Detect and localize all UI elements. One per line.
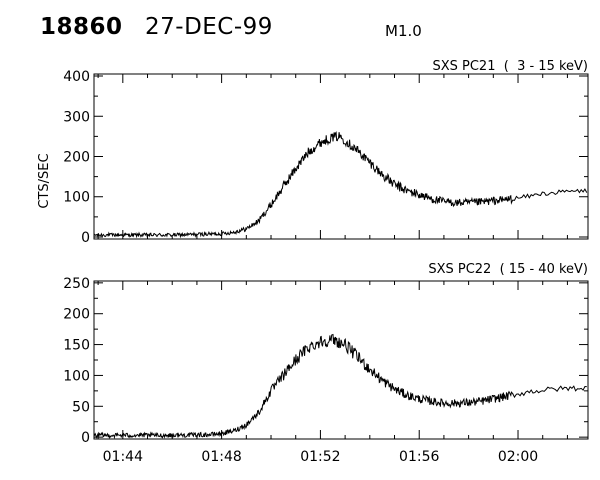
event-date: 27-DEC-99 xyxy=(145,14,273,40)
y-tick-label: 0 xyxy=(81,430,90,446)
y-tick-label: 400 xyxy=(63,69,90,85)
x-tick-label: 01:48 xyxy=(201,449,241,465)
y-tick-label: 50 xyxy=(72,399,90,415)
panel-pc22: SXS PC22 ( 15 - 40 keV) 050100150200250 … xyxy=(63,262,589,465)
panel-title-pc22: SXS PC22 ( 15 - 40 keV) xyxy=(428,262,588,277)
x-tick-label: 02:00 xyxy=(498,449,538,465)
series-line-pc22 xyxy=(93,333,587,440)
y-ticks-pc22: 0 50 100 150 200 250 xyxy=(63,276,588,446)
y-tick-label: 150 xyxy=(63,338,90,354)
series-line-pc21 xyxy=(93,131,588,239)
y-tick-label: 200 xyxy=(63,307,90,323)
x-tick-label: 01:52 xyxy=(300,449,340,465)
x-tick-label: 01:44 xyxy=(103,449,143,465)
y-ticks-pc21: 0 100 200 300 400 xyxy=(63,69,588,246)
plot-frame-pc22 xyxy=(93,280,589,440)
y-axis-label: CTS/SEC xyxy=(37,153,52,208)
y-tick-label: 0 xyxy=(81,230,90,246)
panel-title-pc21: SXS PC21 ( 3 - 15 keV) xyxy=(432,59,588,74)
x-ticks-pc21 xyxy=(97,74,568,239)
y-tick-label: 200 xyxy=(63,150,90,166)
y-tick-label: 250 xyxy=(63,276,90,292)
y-tick-label: 300 xyxy=(63,109,90,125)
event-id: 18860 xyxy=(40,14,123,40)
plot-frame-pc21 xyxy=(93,73,589,240)
panel-pc21: SXS PC21 ( 3 - 15 keV) CTS/SEC 0 100 200 30… xyxy=(37,59,589,246)
x-tick-labels: 01:44 01:48 01:52 01:56 02:00 xyxy=(103,449,539,465)
y-tick-label: 100 xyxy=(63,190,90,206)
x-ticks-pc22 xyxy=(97,281,568,439)
y-tick-label: 100 xyxy=(63,368,90,384)
x-tick-label: 01:56 xyxy=(399,449,439,465)
flare-class: M1.0 xyxy=(385,22,422,40)
